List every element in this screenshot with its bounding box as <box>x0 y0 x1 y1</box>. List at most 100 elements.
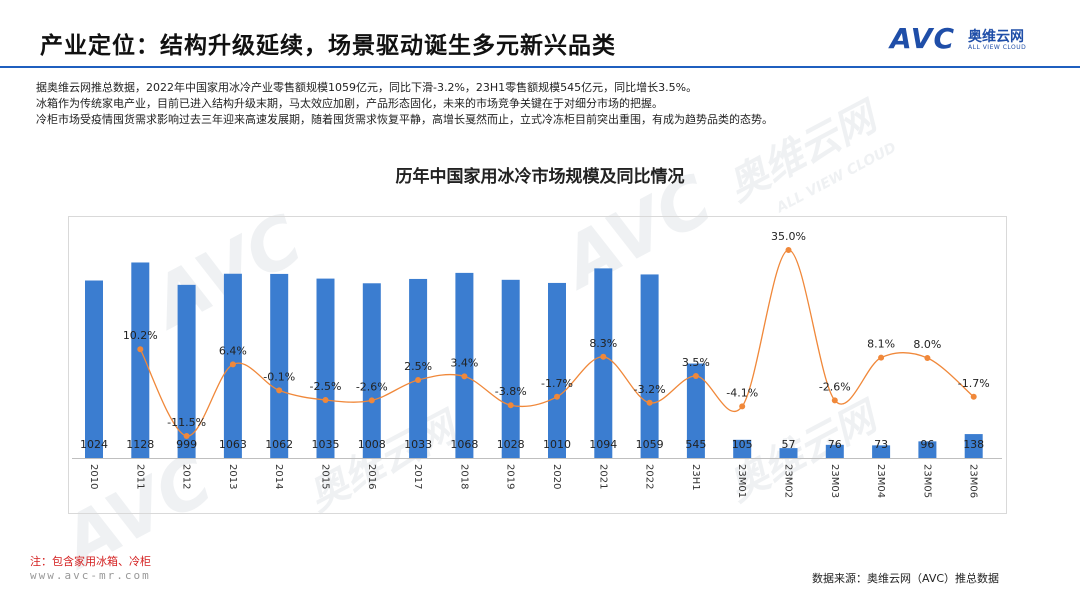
bar-value-label: 1028 <box>497 438 525 451</box>
x-tick-label: 2014 <box>273 464 284 489</box>
yoy-value-label: 8.3% <box>589 337 617 350</box>
bar-value-label: 545 <box>685 438 706 451</box>
yoy-point <box>646 399 653 406</box>
data-source: 数据来源：奥维云网（AVC）推总数据 <box>812 572 1000 585</box>
bar-value-label: 1008 <box>358 438 386 451</box>
bar <box>409 278 428 458</box>
x-tick-label: 2012 <box>181 464 192 489</box>
bar <box>362 283 381 458</box>
bar <box>455 272 474 458</box>
yoy-value-label: 8.0% <box>913 338 941 351</box>
brand-logo: AVC 奥维云网 ALL VIEW CLOUD <box>890 22 1060 60</box>
bar <box>964 434 983 458</box>
x-tick-label: 23M06 <box>968 464 979 498</box>
yoy-line <box>139 249 975 437</box>
bar-value-label: 1033 <box>404 438 432 451</box>
x-tick-label: 2015 <box>320 464 331 489</box>
bar-value-label: 73 <box>874 438 888 451</box>
chart-title: 历年中国家用冰冷市场规模及同比情况 <box>395 167 685 187</box>
yoy-value-label: -11.5% <box>167 416 206 429</box>
intro-line: 据奥维云网推总数据，2022年中国家用冰冷产业零售额规模1059亿元，同比下滑-… <box>36 81 698 94</box>
yoy-point <box>229 361 236 368</box>
bar <box>779 448 798 458</box>
logo-chinese-name: 奥维云网 <box>968 29 1024 45</box>
yoy-value-label: -3.2% <box>634 383 666 396</box>
x-tick-label: 23M04 <box>875 464 886 498</box>
bar-value-label: 1010 <box>543 438 571 451</box>
bar-value-label: 96 <box>920 438 934 451</box>
bar <box>316 278 335 458</box>
yoy-point <box>554 393 560 400</box>
yoy-value-label: -2.5% <box>310 380 342 393</box>
x-tick-label: 23H1 <box>690 464 701 491</box>
page-title: 产业定位：结构升级延续，场景驱动诞生多元新兴品类 <box>40 33 616 59</box>
yoy-point <box>600 353 607 360</box>
bar <box>686 363 705 458</box>
x-tick-label: 23M05 <box>921 464 932 498</box>
x-tick-label: 23M03 <box>829 464 840 498</box>
yoy-point <box>739 403 746 410</box>
bar-value-label: 1062 <box>265 438 293 451</box>
yoy-point <box>183 433 190 439</box>
yoy-value-label: 2.5% <box>404 360 432 373</box>
logo-abbr: AVC <box>890 22 955 55</box>
bar <box>131 262 150 458</box>
yoy-point <box>415 377 422 383</box>
yoy-point <box>970 393 977 400</box>
yoy-point <box>137 346 144 353</box>
bar-value-label: 138 <box>963 438 984 451</box>
bar <box>872 445 891 458</box>
logo-english-name: ALL VIEW CLOUD <box>968 44 1027 51</box>
x-tick-label: 2016 <box>366 464 377 489</box>
yoy-value-label: -1.7% <box>541 377 573 390</box>
bar-value-label: 1068 <box>450 438 478 451</box>
yoy-point <box>461 373 468 380</box>
intro-line: 冰箱作为传统家电产业，目前已进入结构升级末期，马太效应加剧，产品形态固化，未来的… <box>36 97 663 110</box>
bar <box>548 282 566 458</box>
yoy-point <box>322 397 329 403</box>
yoy-value-label: -2.6% <box>819 380 851 393</box>
yoy-point <box>785 247 792 253</box>
yoy-value-label: -2.6% <box>356 380 388 393</box>
yoy-value-label: -3.8% <box>495 385 527 398</box>
yoy-point <box>878 354 885 361</box>
bar-value-label: 105 <box>732 438 753 451</box>
yoy-value-label: -4.1% <box>726 386 758 399</box>
intro-text: 据奥维云网推总数据，2022年中国家用冰冷产业零售额规模1059亿元，同比下滑-… <box>36 80 773 128</box>
bar-value-label: 76 <box>828 438 842 451</box>
bar-value-label: 57 <box>782 438 796 451</box>
bar-value-label: 999 <box>176 438 197 451</box>
bar <box>177 284 196 458</box>
yoy-value-label: 6.4% <box>219 344 247 357</box>
chart-frame <box>68 216 1007 514</box>
x-tick-label: 2019 <box>505 464 516 489</box>
bar <box>640 274 659 458</box>
bar-value-label: 1035 <box>312 438 340 451</box>
bar <box>85 280 103 458</box>
x-tick-label: 2017 <box>412 464 423 489</box>
yoy-value-label: -0.1% <box>263 370 295 383</box>
x-tick-label: 2021 <box>597 464 608 489</box>
yoy-value-label: 8.1% <box>867 338 895 351</box>
bar <box>825 444 844 458</box>
yoy-value-label: 3.4% <box>450 356 478 369</box>
x-tick-label: 2011 <box>134 464 145 489</box>
header-divider <box>0 66 1080 68</box>
bar-value-label: 1024 <box>80 438 108 451</box>
bar-value-label: 1063 <box>219 438 247 451</box>
yoy-value-label: 10.2% <box>123 329 158 342</box>
x-tick-label: 2022 <box>644 464 655 489</box>
yoy-value-label: 3.5% <box>682 356 710 369</box>
yoy-point <box>831 397 838 404</box>
intro-line: 冷柜市场受疫情囤货需求影响过去三年迎来高速发展期，随着囤货需求恢复平静，高增长戛… <box>36 113 773 126</box>
footnote: 注：包含家用冰箱、冷柜 <box>30 555 151 568</box>
yoy-point <box>368 397 375 404</box>
bar-value-label: 1128 <box>126 438 154 451</box>
bar-value-label: 1094 <box>589 438 617 451</box>
yoy-value-label: 35.0% <box>771 230 806 243</box>
yoy-point <box>692 373 699 379</box>
yoy-value-label: -1.7% <box>958 377 990 390</box>
x-tick-label: 23M01 <box>736 464 747 498</box>
yoy-point <box>507 402 514 409</box>
